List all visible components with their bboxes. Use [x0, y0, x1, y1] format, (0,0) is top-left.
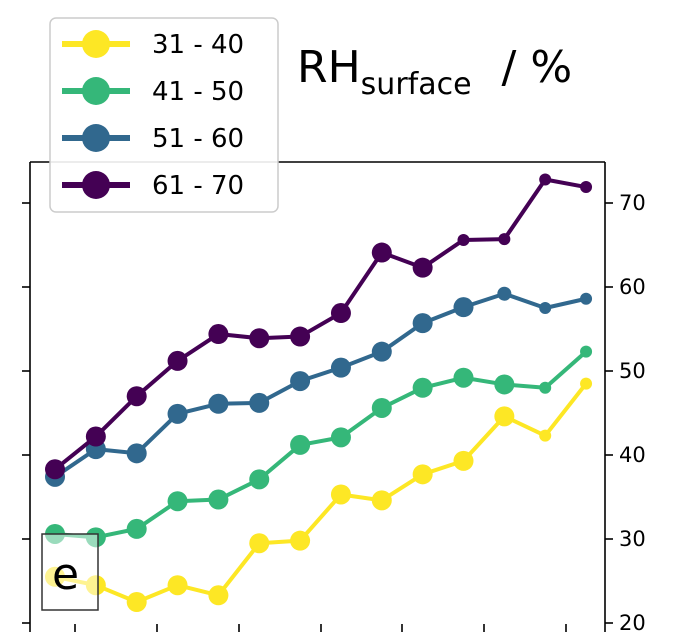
data-point-3-6 — [290, 326, 311, 347]
data-point-0-8 — [371, 490, 392, 511]
data-point-1-4 — [208, 489, 229, 510]
legend-label-1: 41 - 50 — [152, 77, 244, 107]
title-unit: / % — [502, 42, 573, 93]
data-point-2-3 — [167, 403, 188, 424]
data-point-1-9 — [412, 377, 433, 398]
y-tick-label-20: 20 — [619, 611, 646, 632]
data-point-3-0 — [45, 459, 65, 480]
panel-label: e — [52, 549, 79, 600]
data-point-2-4 — [208, 393, 229, 414]
data-point-2-9 — [412, 313, 433, 334]
data-point-0-10 — [453, 450, 474, 471]
data-point-3-11 — [498, 233, 511, 246]
legend-marker-3 — [82, 171, 110, 199]
y-tick-label-30: 30 — [619, 527, 646, 551]
axes-frame — [29, 161, 606, 632]
data-point-3-13 — [580, 181, 593, 194]
title-main: RH — [297, 42, 361, 93]
data-point-3-10 — [457, 233, 470, 246]
legend-label-0: 31 - 40 — [152, 30, 244, 60]
data-point-0-2 — [126, 592, 147, 612]
data-point-1-5 — [249, 469, 270, 490]
data-point-2-12 — [539, 302, 552, 314]
series-61-70 — [45, 173, 593, 480]
y-tick-label-40: 40 — [619, 443, 646, 467]
data-point-2-5 — [249, 392, 270, 413]
data-point-0-4 — [208, 585, 229, 606]
data-point-3-1 — [85, 426, 106, 447]
data-point-3-3 — [167, 350, 188, 371]
data-point-2-2 — [126, 443, 147, 464]
data-point-2-7 — [330, 357, 351, 378]
x-axis-ticks — [74, 624, 567, 632]
data-point-0-9 — [412, 464, 433, 485]
data-point-3-4 — [208, 324, 229, 345]
data-point-0-7 — [330, 484, 351, 505]
legend-label-2: 51 - 60 — [152, 124, 244, 154]
series-31-40 — [45, 377, 593, 612]
data-point-2-10 — [453, 297, 474, 318]
title-subscript: surface — [361, 67, 472, 102]
legend-marker-0 — [82, 30, 110, 58]
y-tick-label-70: 70 — [619, 191, 646, 215]
panel-label-box: e — [41, 533, 99, 611]
data-point-1-8 — [371, 397, 392, 418]
data-point-1-7 — [330, 427, 351, 448]
data-point-2-13 — [580, 292, 593, 305]
data-point-1-3 — [167, 491, 188, 512]
data-point-0-11 — [494, 406, 515, 427]
legend: 31 - 40 41 - 50 51 - 60 61 - 70 — [49, 17, 279, 213]
data-point-0-5 — [249, 533, 270, 554]
data-point-3-8 — [371, 242, 392, 263]
data-point-0-13 — [580, 377, 593, 390]
chart-title: RHsurface / % — [297, 42, 572, 102]
y-tick-label-60: 60 — [619, 275, 646, 299]
legend-label-3: 61 - 70 — [152, 171, 244, 201]
data-point-1-13 — [580, 345, 593, 358]
data-point-1-2 — [126, 518, 147, 539]
data-point-0-6 — [290, 530, 311, 551]
data-point-3-5 — [249, 328, 270, 349]
data-point-2-8 — [371, 341, 392, 362]
data-point-3-7 — [330, 303, 351, 324]
data-point-0-3 — [167, 575, 188, 596]
data-point-3-2 — [126, 386, 147, 407]
series-51-60 — [45, 286, 593, 487]
data-point-3-12 — [539, 173, 552, 186]
y-tick-label-50: 50 — [619, 359, 646, 383]
data-point-1-11 — [494, 374, 515, 395]
data-point-3-9 — [412, 257, 433, 278]
data-point-2-11 — [497, 286, 512, 301]
data-point-1-10 — [453, 367, 474, 388]
data-point-0-12 — [539, 429, 552, 442]
legend-marker-2 — [82, 124, 110, 152]
data-point-1-6 — [290, 434, 311, 455]
y-axis-ticks: 20 30 40 50 60 70 — [22, 191, 646, 632]
legend-marker-1 — [82, 77, 110, 105]
series-layer — [45, 173, 593, 612]
data-point-1-12 — [539, 381, 552, 394]
data-point-2-6 — [290, 371, 311, 392]
